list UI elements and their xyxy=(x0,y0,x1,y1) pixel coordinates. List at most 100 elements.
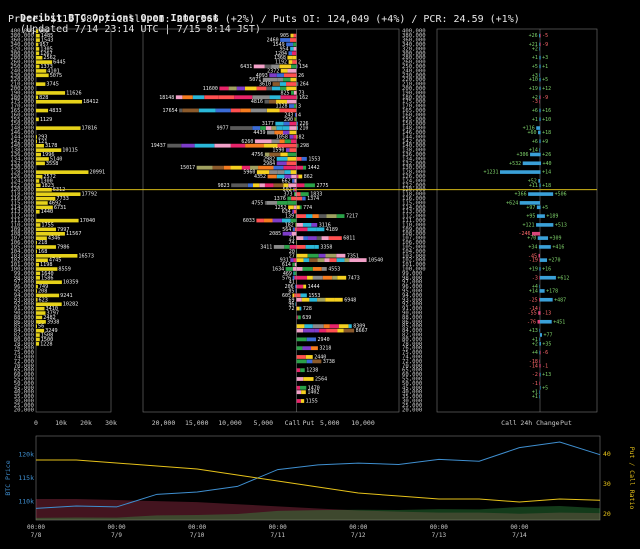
strike-label: 104,000 xyxy=(10,249,34,255)
total-oi-bar xyxy=(36,135,37,139)
call-oi-segment xyxy=(290,33,294,38)
total-oi-label: 6312 xyxy=(53,187,66,193)
call-oi-segment xyxy=(286,82,297,86)
put-change-label: +16 xyxy=(542,108,551,114)
pcr-band xyxy=(36,499,600,520)
total-oi-label: 10115 xyxy=(62,148,78,154)
btc-price-line xyxy=(35,441,601,509)
call-oi-segment xyxy=(290,258,294,263)
put-change-label: -9 xyxy=(542,42,548,48)
strike-label: 108,000 xyxy=(402,231,426,237)
put-oi-segment xyxy=(296,196,303,201)
total-oi-label: 1543 xyxy=(41,38,54,44)
put-oi-segment xyxy=(296,399,301,403)
put-oi-segment xyxy=(318,214,327,218)
put-oi-segment xyxy=(303,284,307,289)
total-oi-bar xyxy=(36,99,83,104)
total-oi-bar xyxy=(36,108,49,113)
call-oi-segment xyxy=(230,108,241,113)
strike-label: 260,000 xyxy=(402,60,426,66)
call-change-bar xyxy=(539,117,540,122)
call-oi-segment xyxy=(223,165,231,170)
call-change-label: -18 xyxy=(529,359,538,365)
call-oi-segment xyxy=(289,134,294,139)
put-oi-label: 7473 xyxy=(348,275,360,281)
total-oi-bar xyxy=(36,209,40,214)
put-change-bar xyxy=(540,117,541,122)
call-change-bar xyxy=(539,267,540,271)
call-oi-segment xyxy=(192,95,205,100)
call-oi-segment xyxy=(293,271,295,276)
put-oi-segment xyxy=(317,297,326,302)
strike-label: 65,000 xyxy=(402,368,422,374)
call-oi-segment xyxy=(271,86,281,91)
strike-label: 380,000 xyxy=(10,33,34,39)
call-change-label: +19 xyxy=(529,86,538,92)
put-oi-segment xyxy=(296,165,303,170)
call-change-bar xyxy=(532,231,540,236)
put-oi-segment xyxy=(312,359,322,364)
x-tick-label: Call xyxy=(285,419,301,427)
put-oi-segment xyxy=(296,121,298,126)
call-oi-label: 4439 xyxy=(253,130,265,136)
call-change-label: +1 xyxy=(532,55,538,61)
call-oi-segment xyxy=(275,121,284,126)
total-oi-bar xyxy=(36,267,58,271)
call-oi-segment xyxy=(280,95,297,100)
strike-label: 142,000 xyxy=(402,139,426,145)
call-oi-segment xyxy=(283,121,290,126)
strike-label: 75,000 xyxy=(14,350,34,356)
strike-label: 76,000 xyxy=(402,346,422,352)
call-change-bar xyxy=(539,258,540,262)
call-oi-segment xyxy=(234,95,253,100)
call-change-bar xyxy=(539,64,540,69)
total-oi-label: 5140 xyxy=(50,156,63,162)
strike-label: 111,000 xyxy=(10,218,34,224)
call-change-bar xyxy=(539,183,540,188)
call-oi-segment xyxy=(294,227,297,232)
put-change-label: +612 xyxy=(557,275,569,281)
call-change-label: +60 xyxy=(528,130,537,136)
total-oi-label: 6731 xyxy=(54,205,67,211)
strike-label: 82,000 xyxy=(14,333,34,339)
strike-label: 128,000 xyxy=(402,170,426,176)
put-change-label: +270 xyxy=(549,258,561,264)
put-oi-segment xyxy=(306,337,317,342)
put-change-label: +26 xyxy=(542,152,551,158)
call-change-bar xyxy=(539,328,540,333)
strike-label: 96,000 xyxy=(402,284,422,290)
call-oi-segment xyxy=(287,55,293,60)
call-change-label: -55 xyxy=(528,310,537,316)
put-change-label: +5 xyxy=(542,77,548,83)
put-oi-label: 298 xyxy=(300,143,309,149)
total-oi-bar xyxy=(36,249,37,254)
total-oi-label: 1755 xyxy=(41,222,54,228)
put-oi-segment xyxy=(296,82,298,86)
call-oi-segment xyxy=(291,64,297,69)
total-oi-label: 957 xyxy=(39,42,48,48)
put-change-label: +1 xyxy=(542,64,548,70)
call-oi-segment xyxy=(253,64,265,69)
call-change-label: +2 xyxy=(532,95,538,101)
put-oi-segment xyxy=(301,390,306,395)
put-oi-segment xyxy=(297,95,298,100)
strike-label: 113,000 xyxy=(402,209,426,215)
strike-label: 260,000 xyxy=(10,60,34,66)
call-oi-label: 3411 xyxy=(260,244,272,250)
call-oi-label: 6033 xyxy=(243,218,255,224)
call-oi-segment xyxy=(291,196,297,201)
total-oi-label: 905 xyxy=(39,29,48,35)
strike-label: 80,000 xyxy=(14,337,34,343)
put-change-label: +416 xyxy=(552,244,564,250)
put-change-label: +309 xyxy=(550,236,562,242)
call-change-label: +11 xyxy=(529,183,538,189)
call-oi-segment xyxy=(282,231,292,236)
total-oi-label: 208 xyxy=(38,288,47,294)
total-oi-label: 17816 xyxy=(82,126,98,132)
call-change-bar xyxy=(537,236,540,240)
call-oi-segment xyxy=(219,86,229,91)
put-change-label: +12 xyxy=(542,86,551,92)
call-oi-segment xyxy=(294,209,297,214)
total-oi-label: 293 xyxy=(38,134,47,140)
call-oi-label: 4755 xyxy=(251,200,263,206)
